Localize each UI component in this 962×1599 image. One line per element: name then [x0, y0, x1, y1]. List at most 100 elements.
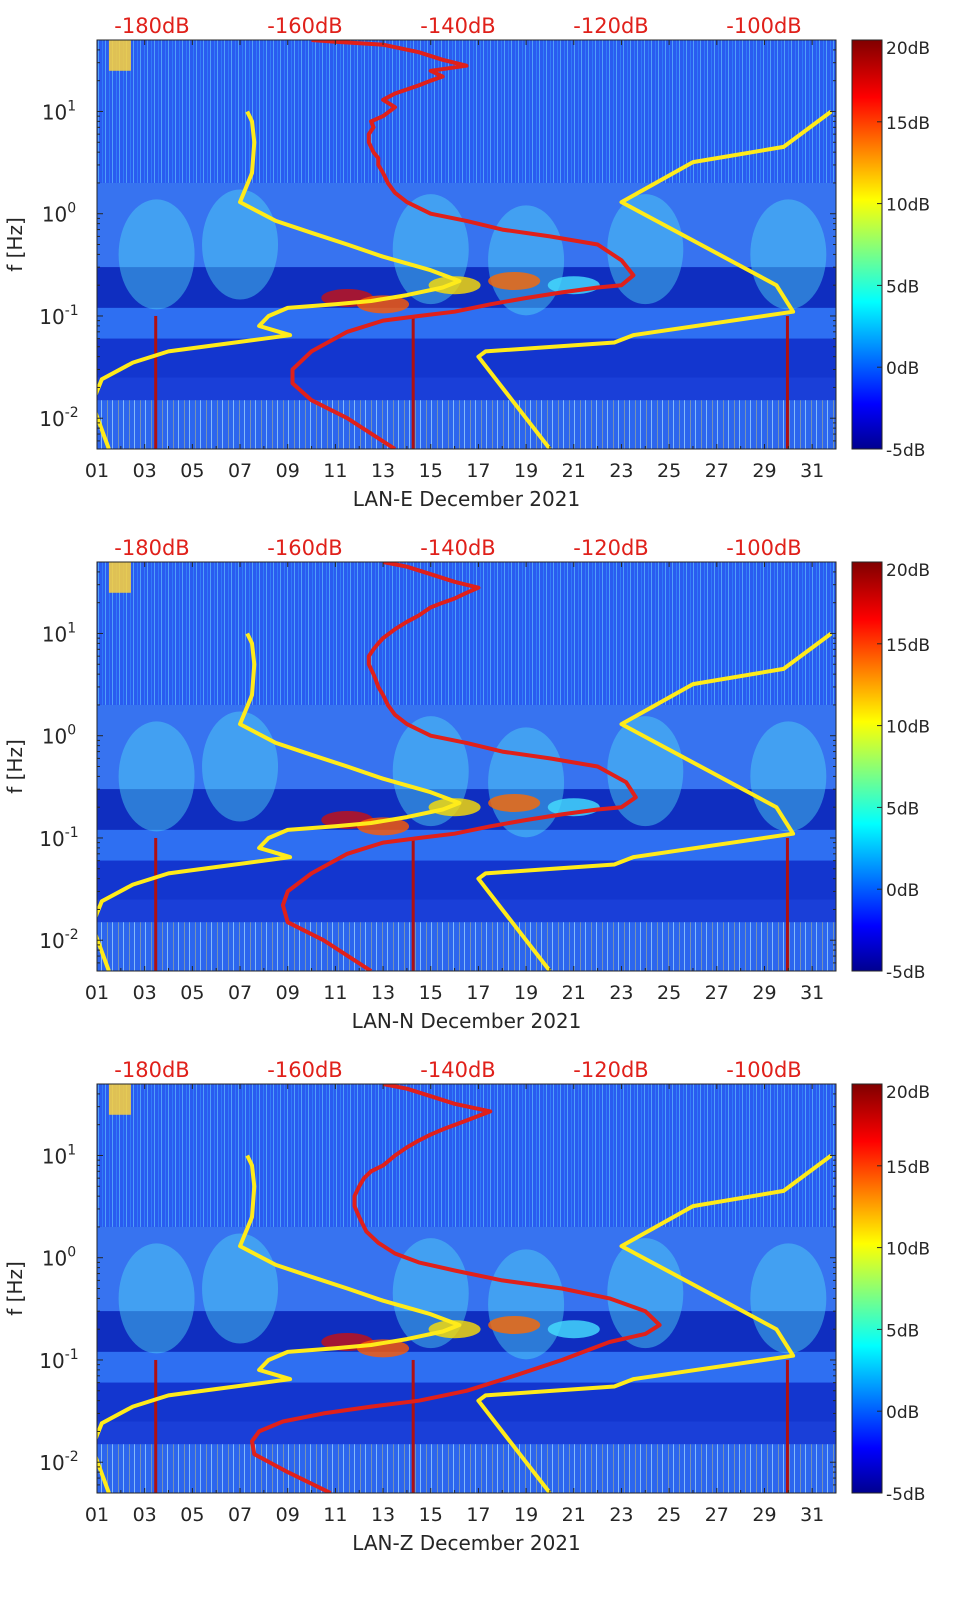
x-tick-label: 01 — [85, 982, 109, 1004]
top-db-label: -120dB — [573, 536, 648, 560]
top-db-label: -140dB — [420, 14, 495, 38]
colorbar-tick-label: 15dB — [886, 114, 930, 134]
x-tick-label: 13 — [371, 460, 395, 482]
y-tick-label: 101 — [42, 620, 76, 646]
y-tick-label: 10-1 — [39, 303, 78, 329]
x-axis-label: LAN-E December 2021 — [353, 487, 580, 511]
colorbar: -5dB 0dB 5dB 10dB 15dB 20dB — [851, 561, 930, 983]
colorbar-tick-label: 15dB — [886, 1158, 930, 1178]
spectrogram-heatmap — [97, 562, 836, 971]
x-tick-label: 19 — [514, 460, 538, 482]
x-tick-label: 31 — [800, 1504, 824, 1526]
top-db-label: -100dB — [726, 536, 801, 560]
colorbar-tick-label: 10dB — [886, 196, 930, 216]
x-tick-label: 17 — [466, 1504, 490, 1526]
y-tick-label: 101 — [42, 98, 76, 124]
x-tick-label: 15 — [419, 982, 443, 1004]
x-tick-label: 31 — [800, 982, 824, 1004]
top-db-label: -160dB — [267, 536, 342, 560]
x-tick-label: 09 — [276, 1504, 300, 1526]
x-tick-label: 25 — [657, 460, 681, 482]
x-tick-label: 29 — [752, 460, 776, 482]
x-tick-label: 27 — [705, 460, 729, 482]
y-tick-label: 10-1 — [39, 1347, 78, 1373]
top-db-label: -180dB — [114, 536, 189, 560]
colorbar-gradient — [851, 561, 883, 972]
top-db-label: -140dB — [420, 536, 495, 560]
colorbar-tick-label: -5dB — [886, 963, 925, 983]
x-tick-label: 03 — [133, 982, 157, 1004]
series-line-low-noise-model — [97, 110, 462, 449]
colorbar-tick-label: 20dB — [886, 39, 930, 59]
x-tick-label: 31 — [800, 460, 824, 482]
x-tick-label: 15 — [419, 460, 443, 482]
top-db-label: -120dB — [573, 14, 648, 38]
x-tick-label: 07 — [228, 460, 252, 482]
colorbar-gradient — [851, 39, 883, 450]
y-axis-label: f [Hz] — [3, 217, 27, 272]
x-tick-label: 15 — [419, 1504, 443, 1526]
colorbar-tick-label: 10dB — [886, 1240, 930, 1260]
top-db-label: -160dB — [267, 14, 342, 38]
colorbar-tick-label: 20dB — [886, 561, 930, 581]
series-line-high-noise-model — [476, 1153, 833, 1493]
top-db-label: -140dB — [420, 1058, 495, 1082]
series-line-median-PSD — [280, 562, 638, 971]
y-axis-label: f [Hz] — [3, 1261, 27, 1316]
x-tick-label: 17 — [466, 460, 490, 482]
x-tick-label: 23 — [609, 460, 633, 482]
x-tick-label: 09 — [276, 460, 300, 482]
chart-panel-2: 01 03 05 07 09 11 13 15 17 19 21 23 25 27 29 31 10-2 10-1… — [3, 536, 930, 1033]
x-tick-label: 25 — [657, 982, 681, 1004]
spectrogram-heatmap — [97, 1084, 836, 1493]
y-tick-label: 100 — [42, 201, 76, 227]
x-tick-label: 05 — [180, 460, 204, 482]
y-tick-label: 100 — [42, 1245, 76, 1271]
chart-panel-1: 01 03 05 07 09 11 13 15 17 19 21 23 25 27 29 31 10-2 10-1… — [3, 14, 930, 511]
colorbar-tick-label: 5dB — [886, 1321, 919, 1341]
x-tick-label: 27 — [705, 982, 729, 1004]
chart-panel-3: 01 03 05 07 09 11 13 15 17 19 21 23 25 27 29 31 10-2 10-1… — [3, 1058, 930, 1555]
series-line-low-noise-model — [97, 1154, 462, 1493]
top-db-label: -180dB — [114, 1058, 189, 1082]
x-tick-label: 25 — [657, 1504, 681, 1526]
x-tick-label: 13 — [371, 1504, 395, 1526]
y-tick-label: 10-2 — [39, 1449, 78, 1475]
series-line-median-PSD — [250, 1084, 662, 1493]
x-tick-label: 01 — [85, 1504, 109, 1526]
x-axis-label: LAN-Z December 2021 — [352, 1531, 581, 1555]
top-db-label: -120dB — [573, 1058, 648, 1082]
x-tick-label: 07 — [228, 982, 252, 1004]
top-db-label: -160dB — [267, 1058, 342, 1082]
y-tick-label: 10-1 — [39, 825, 78, 851]
x-tick-label: 19 — [514, 982, 538, 1004]
colorbar-tick-label: 0dB — [886, 881, 919, 901]
x-tick-label: 09 — [276, 982, 300, 1004]
x-tick-label: 11 — [323, 1504, 347, 1526]
x-axis-label: LAN-N December 2021 — [352, 1009, 582, 1033]
series-line-high-noise-model — [476, 631, 833, 971]
x-tick-label: 17 — [466, 982, 490, 1004]
colorbar-tick-label: 15dB — [886, 636, 930, 656]
colorbar-tick-label: 10dB — [886, 718, 930, 738]
x-tick-label: 11 — [323, 982, 347, 1004]
colorbar-gradient — [851, 1083, 883, 1494]
x-tick-label: 29 — [752, 1504, 776, 1526]
colorbar-tick-label: 0dB — [886, 359, 919, 379]
x-tick-label: 29 — [752, 982, 776, 1004]
x-tick-label: 03 — [133, 460, 157, 482]
x-tick-label: 13 — [371, 982, 395, 1004]
colorbar-tick-label: -5dB — [886, 441, 925, 461]
x-tick-label: 21 — [562, 460, 586, 482]
x-tick-label: 21 — [562, 982, 586, 1004]
series-line-low-noise-model — [97, 632, 462, 971]
colorbar-tick-label: 20dB — [886, 1083, 930, 1103]
colorbar: -5dB 0dB 5dB 10dB 15dB 20dB — [851, 39, 930, 461]
x-tick-label: 21 — [562, 1504, 586, 1526]
x-tick-label: 05 — [180, 1504, 204, 1526]
y-tick-label: 101 — [42, 1142, 76, 1168]
x-tick-label: 19 — [514, 1504, 538, 1526]
y-tick-label: 10-2 — [39, 405, 78, 431]
x-tick-label: 27 — [705, 1504, 729, 1526]
x-tick-label: 01 — [85, 460, 109, 482]
